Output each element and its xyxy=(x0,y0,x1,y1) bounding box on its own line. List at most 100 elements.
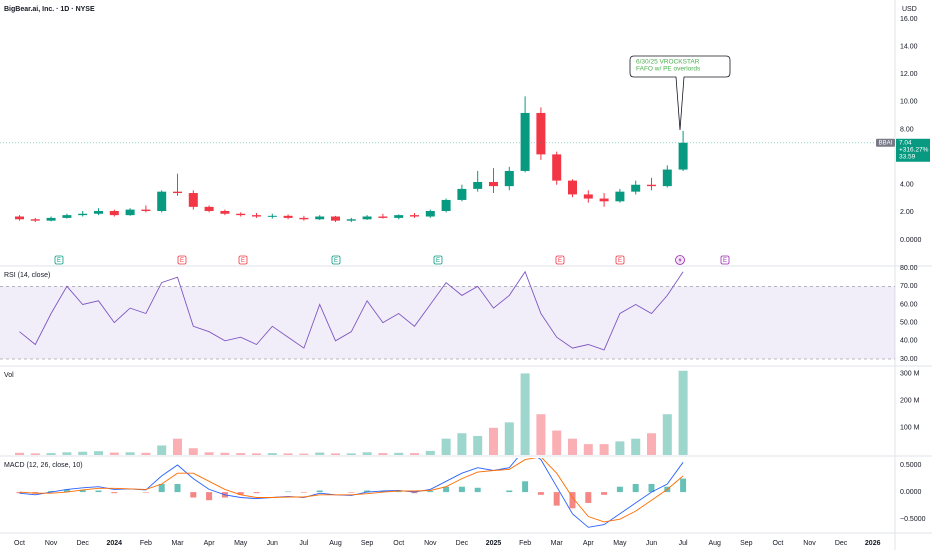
histogram-bar xyxy=(16,492,23,494)
histogram-bar xyxy=(379,491,386,493)
candle-body xyxy=(15,216,24,220)
histogram-bar xyxy=(95,490,102,493)
x-tick-label: Jul xyxy=(299,540,308,547)
candle-body xyxy=(188,193,198,207)
pane xyxy=(16,458,687,528)
rsi-line xyxy=(19,270,684,351)
candle-body xyxy=(94,210,103,214)
event-label: E xyxy=(436,258,440,264)
volume-bar xyxy=(15,452,24,455)
x-tick-label: Aug xyxy=(708,540,721,547)
event-marker[interactable] xyxy=(433,255,443,265)
volume-bar xyxy=(331,453,340,455)
volume-bar xyxy=(62,452,72,455)
event-marker[interactable] xyxy=(615,255,625,265)
candle-body xyxy=(346,219,356,221)
pane xyxy=(0,270,895,360)
volume-bar xyxy=(346,453,356,455)
histogram-bar xyxy=(537,492,544,495)
volume-bar xyxy=(504,422,514,455)
x-tick-label: May xyxy=(613,540,627,547)
event-marker[interactable] xyxy=(555,255,565,265)
y-tick-label: 8.00 xyxy=(900,126,914,133)
event-marker[interactable] xyxy=(238,255,248,265)
event-marker[interactable] xyxy=(720,255,730,265)
volume-bar xyxy=(315,452,325,455)
histogram-bar xyxy=(206,492,213,501)
volume-bar xyxy=(283,453,293,455)
histogram-bar xyxy=(364,490,371,493)
histogram-bar xyxy=(79,489,86,493)
x-tick-label: Jul xyxy=(679,540,688,547)
event-label: E xyxy=(618,258,622,264)
dividend-icon[interactable] xyxy=(675,255,685,265)
x-tick-label: Apr xyxy=(583,540,595,547)
x-tick-label: Oct xyxy=(772,540,783,547)
volume-bar xyxy=(631,438,641,455)
x-tick-label: Nov xyxy=(424,540,437,547)
event-label: E xyxy=(723,258,727,264)
x-tick-label: Dec xyxy=(456,540,469,547)
histogram-bar xyxy=(142,492,149,493)
candle-body xyxy=(504,170,514,187)
candle-body xyxy=(489,181,498,187)
candle-body xyxy=(520,112,530,171)
currency-label: USD xyxy=(902,6,917,13)
x-tick-label: Dec xyxy=(835,540,848,547)
y-tick-label: 12.00 xyxy=(900,71,918,78)
y-tick-label: 16.00 xyxy=(900,16,918,23)
rsi-band xyxy=(0,286,895,359)
volume-bar xyxy=(204,452,214,455)
x-tick-label: Feb xyxy=(140,540,152,547)
annotation-text: FAFO w/ PE overlords xyxy=(636,66,701,73)
candle-body xyxy=(599,198,609,202)
y-tick-label: 30.00 xyxy=(900,356,918,363)
symbol-badge xyxy=(876,138,895,147)
volume-bar xyxy=(583,444,593,455)
x-tick-label: Nov xyxy=(803,540,816,547)
y-tick-label: 0.0000 xyxy=(900,237,922,244)
candle-body xyxy=(473,181,483,189)
annotation-text: 6/30/25 VROCKSTAR xyxy=(636,59,700,66)
event-marker[interactable] xyxy=(177,255,187,265)
price-badge xyxy=(896,138,930,162)
event-label: E xyxy=(241,258,245,264)
volume-bar xyxy=(457,433,467,455)
pane-title: MACD (12, 26, close, 10) xyxy=(4,462,83,469)
histogram-bar xyxy=(427,491,434,493)
x-tick-label: Mar xyxy=(171,540,184,547)
volume-bar xyxy=(615,441,625,455)
histogram-bar xyxy=(316,490,323,493)
candle-body xyxy=(78,213,88,216)
volume-bar xyxy=(220,452,230,455)
histogram-bar xyxy=(48,491,55,493)
candle-body xyxy=(441,199,451,211)
chart-title: BigBear.ai, Inc. · 1D · NYSE xyxy=(4,6,95,13)
volume-bar xyxy=(299,453,309,455)
volume-bar xyxy=(78,451,88,455)
histogram-bar xyxy=(648,483,655,493)
macd-line xyxy=(19,458,684,523)
x-tick-label: Jun xyxy=(267,540,278,547)
volume-bar xyxy=(441,438,451,455)
x-tick-label: Feb xyxy=(519,540,531,547)
price-extra: 33.59 xyxy=(899,153,916,160)
event-label: E xyxy=(558,258,562,264)
volume-bar xyxy=(157,445,167,455)
x-tick-label: Aug xyxy=(329,540,342,547)
x-tick-label: Mar xyxy=(551,540,564,547)
volume-bar xyxy=(410,453,419,455)
volume-bar xyxy=(473,435,483,455)
event-marker[interactable] xyxy=(54,255,64,265)
histogram-bar xyxy=(616,486,623,493)
histogram-bar xyxy=(111,492,118,494)
x-tick-label: Jun xyxy=(646,540,657,547)
event-marker[interactable] xyxy=(331,255,341,265)
x-tick-label: 2026 xyxy=(865,540,881,547)
volume-bar xyxy=(394,452,404,455)
x-tick-label: Apr xyxy=(204,540,216,547)
volume-bar xyxy=(520,373,530,455)
x-tick-label: May xyxy=(234,540,248,547)
histogram-bar xyxy=(553,492,560,506)
symbol-label: BBAI xyxy=(879,140,893,146)
